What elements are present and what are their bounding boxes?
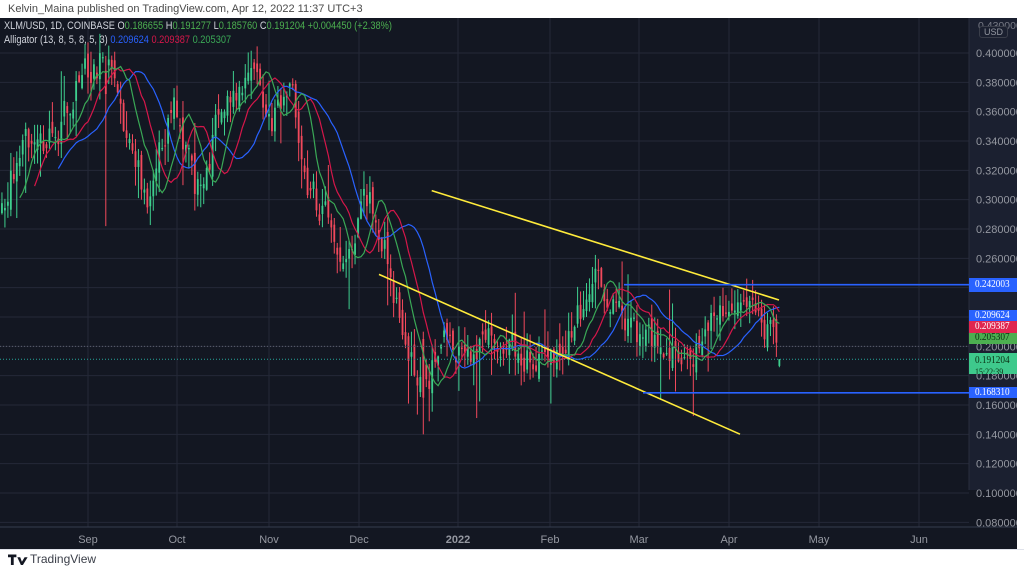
svg-text:2022: 2022: [446, 534, 470, 546]
svg-text:Dec: Dec: [349, 534, 369, 546]
svg-text:Mar: Mar: [630, 534, 649, 546]
svg-text:Apr: Apr: [720, 534, 737, 546]
svg-text:0.320000: 0.320000: [976, 165, 1022, 177]
svg-text:0.340000: 0.340000: [976, 136, 1022, 148]
svg-text:0.120000: 0.120000: [976, 459, 1022, 471]
svg-text:Sep: Sep: [78, 534, 98, 546]
svg-text:Oct: Oct: [168, 534, 185, 546]
svg-text:0.300000: 0.300000: [976, 195, 1022, 207]
svg-text:0.260000: 0.260000: [976, 253, 1022, 265]
svg-text:0.360000: 0.360000: [976, 107, 1022, 119]
svg-text:0.400000: 0.400000: [976, 48, 1022, 60]
svg-text:0.280000: 0.280000: [976, 224, 1022, 236]
svg-text:0.100000: 0.100000: [976, 488, 1022, 500]
svg-text:0.080000: 0.080000: [976, 517, 1022, 529]
svg-text:May: May: [809, 534, 830, 546]
svg-text:0.380000: 0.380000: [976, 77, 1022, 89]
svg-text:0.160000: 0.160000: [976, 400, 1022, 412]
svg-text:0.140000: 0.140000: [976, 429, 1022, 441]
svg-text:Feb: Feb: [541, 534, 560, 546]
svg-text:Nov: Nov: [259, 534, 279, 546]
svg-text:Jun: Jun: [910, 534, 928, 546]
